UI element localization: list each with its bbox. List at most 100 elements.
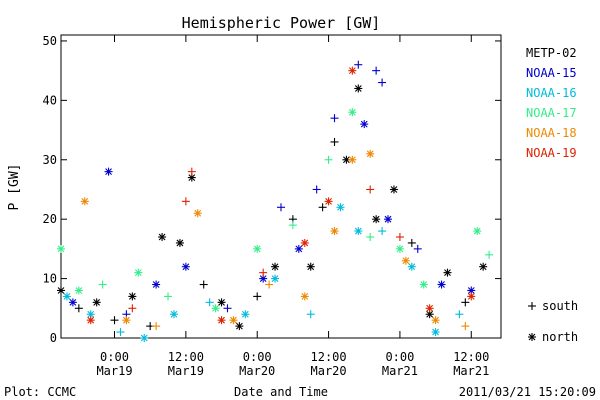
- data-point-north: [57, 286, 65, 295]
- data-point-south: [116, 328, 125, 337]
- data-point-north: [140, 334, 149, 342]
- x-tick-label-date: Mar20: [239, 364, 275, 378]
- data-point-north: [431, 328, 440, 337]
- data-point-north: [395, 244, 404, 253]
- data-point-south: [378, 227, 387, 236]
- data-point-north: [104, 167, 113, 176]
- x-axis-label: Date and Time: [234, 385, 328, 399]
- data-point-north: [80, 197, 89, 206]
- data-point-north: [271, 262, 280, 271]
- data-point-north: [473, 227, 482, 236]
- data-point-north: [211, 304, 220, 313]
- data-point-south: [259, 268, 268, 277]
- data-point-south: [455, 310, 464, 319]
- x-tick-label-date: Mar19: [96, 364, 132, 378]
- legend-item-noaa-15: NOAA-15: [526, 66, 577, 80]
- data-point-north: [181, 262, 190, 271]
- data-point-north: [348, 108, 357, 117]
- data-point-south: [110, 316, 119, 325]
- data-point-north: [193, 209, 202, 218]
- data-point-south: [413, 244, 422, 253]
- series-noaa-17: [57, 108, 494, 313]
- data-point-south: [306, 310, 315, 319]
- data-point-south: [330, 137, 339, 146]
- data-point-south: [485, 250, 494, 259]
- series-noaa-16: [62, 203, 464, 342]
- data-point-south: [181, 197, 190, 206]
- data-point-north: [57, 244, 65, 253]
- data-point-south: [265, 280, 274, 289]
- data-point-north: [229, 316, 238, 325]
- data-point-north: [372, 215, 381, 224]
- data-point-north: [419, 280, 428, 289]
- marker-legend: south north: [528, 299, 578, 344]
- data-point-north: [241, 310, 250, 319]
- x-tick-label-time: 0:00: [385, 350, 414, 364]
- series-noaa-18: [80, 149, 470, 331]
- footer-right: 2011/03/21 15:20:09: [459, 385, 596, 399]
- data-point-south: [205, 298, 214, 307]
- data-point-south: [366, 185, 375, 194]
- legend: METP-02 NOAA-15 NOAA-16 NOAA-17 NOAA-18 NOAA-…: [526, 46, 577, 160]
- data-point-north: [74, 286, 83, 295]
- data-point-north: [158, 233, 167, 241]
- data-point-south: [324, 155, 333, 164]
- legend-item-noaa-17: NOAA-17: [526, 106, 577, 120]
- data-point-north: [425, 304, 434, 313]
- x-tick-label-date: Mar20: [311, 364, 347, 378]
- series-noaa-19: [86, 66, 476, 325]
- data-point-north: [92, 298, 101, 307]
- data-point-north: [354, 227, 363, 236]
- data-point-north: [175, 238, 184, 247]
- legend-item-noaa-19: NOAA-19: [526, 146, 577, 160]
- marker-legend-symbol: [528, 302, 536, 310]
- x-tick-label-date: Mar21: [382, 364, 418, 378]
- x-tick-label-date: Mar21: [453, 364, 489, 378]
- data-point-south: [395, 233, 404, 241]
- data-point-north: [389, 185, 398, 194]
- data-point-north: [407, 262, 416, 271]
- data-point-north: [401, 256, 410, 265]
- x-tick-label-time: 12:00: [168, 350, 204, 364]
- data-point-north: [479, 262, 488, 271]
- legend-item-noaa-18: NOAA-18: [526, 126, 577, 140]
- series-metp-02: [57, 84, 488, 331]
- data-point-north: [443, 268, 452, 277]
- data-point-north: [300, 292, 309, 301]
- data-point-south: [187, 167, 196, 176]
- data-point-north: [431, 316, 440, 325]
- data-point-south: [152, 322, 161, 331]
- data-point-north: [336, 203, 345, 212]
- data-point-north: [348, 155, 357, 164]
- data-point-north: [68, 298, 77, 307]
- data-point-south: [366, 233, 375, 241]
- x-tick-label-time: 0:00: [100, 350, 129, 364]
- data-point-south: [461, 322, 470, 331]
- data-point-south: [288, 221, 297, 230]
- series-noaa-15: [68, 60, 476, 319]
- y-tick-label: 20: [43, 212, 57, 226]
- data-point-north: [360, 120, 369, 129]
- data-point-north: [467, 292, 476, 301]
- x-tick-label-date: Mar19: [168, 364, 204, 378]
- legend-item-metp-02: METP-02: [526, 46, 577, 60]
- data-point-north: [300, 238, 309, 247]
- data-markers: [57, 60, 494, 342]
- data-point-south: [277, 203, 285, 212]
- data-point-south: [98, 280, 107, 289]
- data-point-north: [342, 155, 351, 164]
- data-point-south: [223, 304, 232, 313]
- y-tick-label: 40: [43, 93, 57, 107]
- data-point-south: [128, 304, 137, 313]
- data-point-north: [217, 316, 226, 325]
- data-point-south: [378, 78, 387, 87]
- chart-title: Hemispheric Power [GW]: [182, 14, 381, 32]
- data-point-north: [217, 298, 226, 307]
- data-point-south: [372, 66, 381, 75]
- y-axis: 0 10 20 30 40 50: [43, 34, 501, 345]
- data-point-north: [253, 244, 262, 253]
- data-point-south: [407, 238, 416, 247]
- data-point-north: [169, 310, 178, 319]
- data-point-north: [128, 292, 137, 301]
